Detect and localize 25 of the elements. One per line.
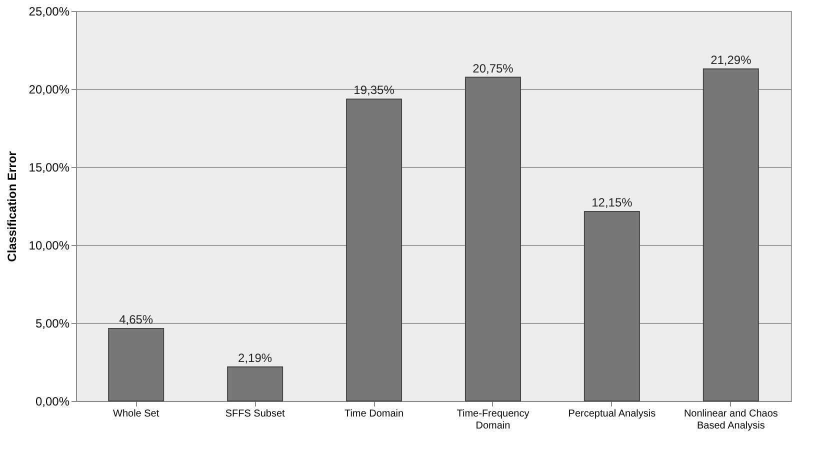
- x-tick-label: Whole Set: [113, 408, 160, 420]
- bar: [584, 210, 640, 402]
- data-label: 21,29%: [710, 52, 752, 67]
- x-tick-label: Time Domain: [344, 408, 404, 420]
- y-tick-label: 25,00%: [28, 4, 70, 18]
- bar: [108, 328, 164, 402]
- x-tick-label: SFFS Subset: [225, 408, 286, 420]
- x-tick-label: Nonlinear and Chaos Based Analysis: [684, 408, 778, 432]
- data-label: 4,65%: [119, 312, 154, 326]
- y-axis-title: Classification Error: [4, 150, 19, 262]
- y-tick-label: 0,00%: [35, 394, 70, 408]
- data-label: 2,19%: [238, 350, 272, 365]
- data-label: 12,15%: [592, 195, 633, 210]
- data-label: 20,75%: [472, 61, 514, 76]
- bar: [702, 68, 759, 402]
- x-tick-label: Perceptual Analysis: [568, 408, 656, 420]
- y-tick-label: 10,00%: [28, 238, 70, 252]
- x-tick-label: Time-Frequency Domain: [456, 408, 530, 432]
- y-tick-label: 5,00%: [35, 316, 70, 330]
- bar: [227, 366, 284, 402]
- y-tick-label: 15,00%: [28, 160, 70, 174]
- y-tick-label: 20,00%: [28, 82, 70, 96]
- data-label: 19,35%: [354, 83, 395, 98]
- bar: [464, 76, 521, 402]
- bar: [346, 98, 402, 402]
